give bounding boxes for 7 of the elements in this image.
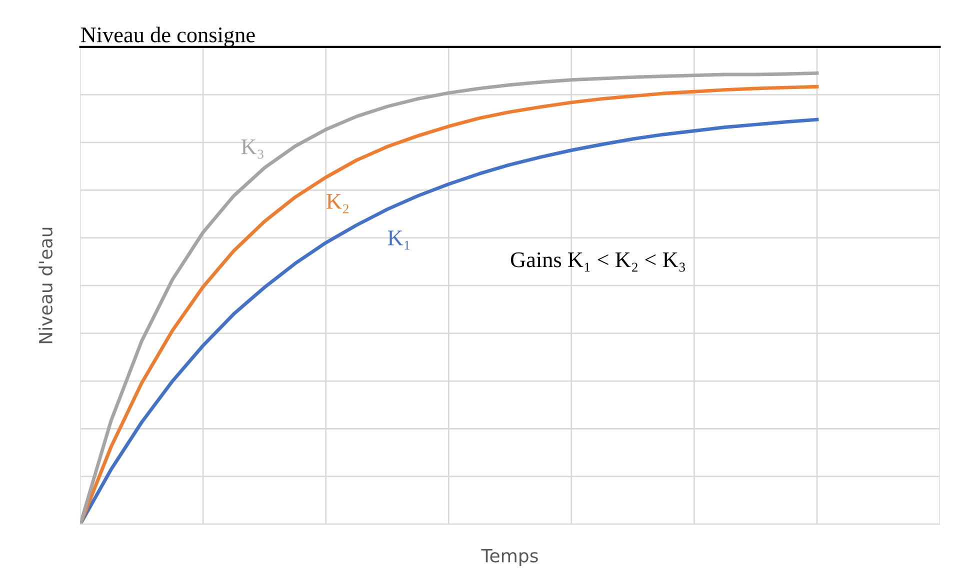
y-axis-title: Niveau d'eau xyxy=(38,228,52,344)
annotation: Gains K₁ < K₂ < K₃ xyxy=(510,252,685,272)
ref-line-label: Niveau de consigne xyxy=(80,26,255,47)
series-label: K₂ xyxy=(326,194,348,214)
x-axis-title: Temps xyxy=(481,549,538,566)
series-label: K₁ xyxy=(388,230,410,250)
series-label: K₃ xyxy=(241,140,264,159)
